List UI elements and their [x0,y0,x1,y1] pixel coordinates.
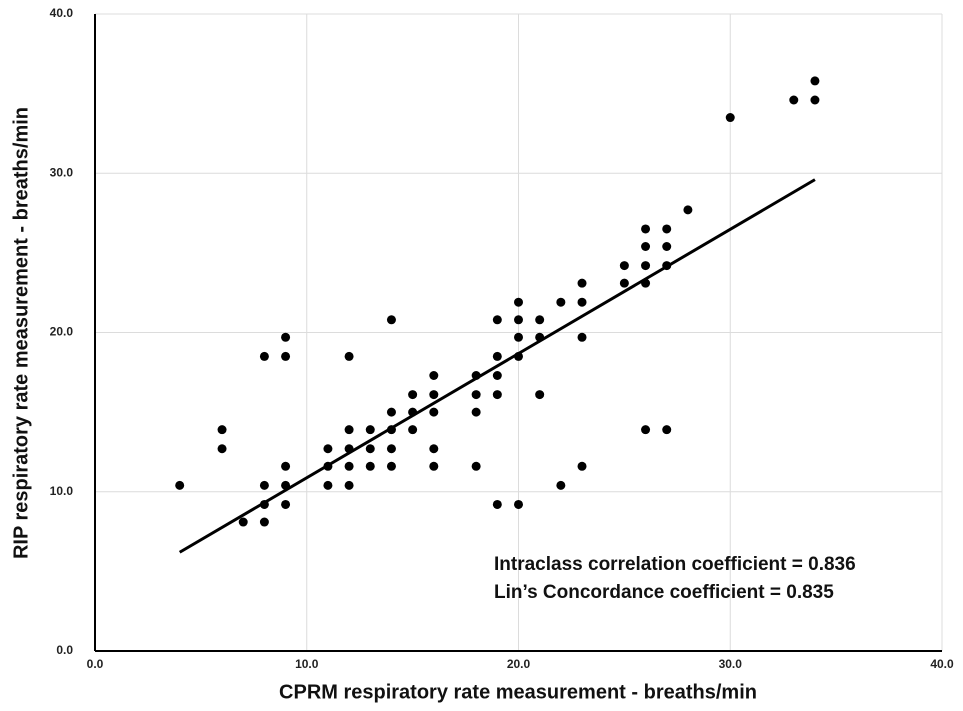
point [281,351,291,361]
point [556,480,566,490]
point [514,297,523,307]
point [429,390,439,400]
point [492,315,502,325]
point [641,425,651,435]
point [365,444,375,454]
point [683,205,693,215]
point [471,461,481,471]
y-axis-title: RIP respiratory rate measurement - breat… [10,107,32,559]
x-axis-title: CPRM respiratory rate measurement - brea… [279,681,757,703]
point [662,224,672,234]
point [641,242,651,252]
y-tick-label: 40.0 [50,6,74,20]
point [619,278,629,288]
point [577,278,587,288]
point [492,390,502,400]
point [514,315,523,325]
point [577,332,587,342]
x-tick-label: 30.0 [719,657,743,671]
point [281,332,291,342]
point [810,95,820,105]
point [492,499,502,509]
point [281,499,291,509]
point [492,370,502,380]
point [492,351,502,361]
point [344,425,354,435]
point [386,315,396,325]
point [429,407,439,417]
point [429,370,439,380]
annotation: Lin’s Concordance coefficient = 0.835 [494,582,834,603]
point [259,517,269,527]
x-tick-label: 40.0 [930,657,954,671]
point [535,390,545,400]
point [259,480,269,490]
point [577,461,587,471]
point [641,261,651,271]
point [514,499,523,509]
y-tick-label: 10.0 [50,484,74,498]
point [344,351,354,361]
point [662,242,672,252]
point [408,390,418,400]
point [408,425,418,435]
point [386,407,396,417]
point [386,444,396,454]
trendline [178,178,816,554]
point [217,425,227,435]
x-tick-label: 20.0 [507,657,531,671]
point [429,461,439,471]
point [365,425,375,435]
x-tick-label: 10.0 [295,657,319,671]
y-tick-label: 0.0 [56,643,73,657]
point [217,444,227,454]
point [810,76,820,86]
point [556,297,566,307]
point [514,332,523,342]
point [641,224,651,234]
x-tick-label: 0.0 [87,657,104,671]
point [365,461,375,471]
point [386,461,396,471]
point [662,425,672,435]
y-tick-label: 20.0 [50,325,74,339]
point [725,113,735,123]
point [238,517,248,527]
point [259,351,269,361]
point [323,444,333,454]
point [471,407,481,417]
point [577,297,587,307]
point [429,444,439,454]
point [344,461,354,471]
point [471,390,481,400]
annotation: Intraclass correlation coefficient = 0.8… [494,554,856,575]
point [175,480,185,490]
point [789,95,799,105]
point [344,480,354,490]
point [535,315,545,325]
point [323,480,333,490]
y-tick-label: 30.0 [50,165,74,179]
point [281,461,291,471]
point [619,261,629,271]
